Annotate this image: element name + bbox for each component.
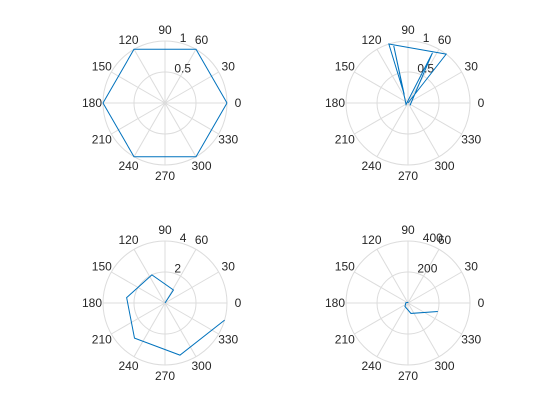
theta-tick-label: 90 — [401, 23, 415, 37]
theta-tick-label: 30 — [222, 60, 236, 74]
theta-tick-label: 150 — [335, 60, 355, 74]
theta-tick-label: 120 — [361, 233, 381, 247]
theta-tick-label: 180 — [325, 296, 345, 310]
theta-tick-label: 300 — [191, 159, 211, 173]
theta-tick-label: 300 — [434, 359, 454, 373]
theta-tick-label: 120 — [118, 233, 138, 247]
theta-tick-label: 90 — [158, 223, 172, 237]
r-tick-label: 200 — [417, 261, 437, 275]
theta-tick-label: 150 — [92, 260, 112, 274]
theta-tick-label: 270 — [398, 369, 418, 383]
theta-tick-label: 240 — [118, 359, 138, 373]
theta-tick-label: 210 — [92, 133, 112, 147]
theta-tick-label: 210 — [335, 133, 355, 147]
r-tick-label: 1 — [180, 31, 187, 45]
polar-subplot-1: 0 30 60 90 120 150 180 210 240 270 300 330 0.5 1 — [82, 23, 242, 183]
r-tick-label: 1 — [423, 31, 430, 45]
theta-tick-label: 0 — [478, 96, 485, 110]
theta-tick-label: 30 — [465, 260, 479, 274]
theta-tick-label: 330 — [218, 133, 238, 147]
theta-tick-label: 60 — [195, 33, 209, 47]
theta-tick-label: 330 — [461, 333, 481, 347]
theta-tick-label: 330 — [461, 133, 481, 147]
theta-tick-label: 300 — [191, 359, 211, 373]
theta-tick-label: 180 — [82, 296, 102, 310]
r-tick-label: 2 — [174, 261, 181, 275]
theta-tick-label: 270 — [155, 369, 175, 383]
theta-tick-label: 30 — [222, 260, 236, 274]
theta-tick-label: 270 — [155, 169, 175, 183]
theta-tick-label: 30 — [465, 60, 479, 74]
theta-tick-label: 150 — [92, 60, 112, 74]
theta-tick-label: 270 — [398, 169, 418, 183]
theta-tick-label: 90 — [158, 23, 172, 37]
theta-tick-label: 240 — [361, 359, 381, 373]
theta-tick-label: 90 — [401, 223, 415, 237]
r-tick-label: 0.5 — [174, 61, 191, 75]
theta-tick-label: 300 — [434, 159, 454, 173]
theta-tick-label: 120 — [118, 33, 138, 47]
theta-tick-label: 210 — [335, 333, 355, 347]
r-tick-label: 400 — [423, 231, 443, 245]
theta-tick-label: 0 — [235, 296, 242, 310]
polar-subplot-3: 0 30 60 90 120 150 180 210 240 270 300 330 2 4 — [82, 223, 242, 383]
theta-tick-label: 120 — [361, 33, 381, 47]
theta-tick-label: 210 — [92, 333, 112, 347]
theta-tick-label: 330 — [218, 333, 238, 347]
theta-tick-label: 240 — [118, 159, 138, 173]
theta-tick-label: 150 — [335, 260, 355, 274]
theta-tick-label: 0 — [235, 96, 242, 110]
theta-tick-label: 240 — [361, 159, 381, 173]
r-tick-label: 4 — [180, 231, 187, 245]
theta-tick-label: 0 — [478, 296, 485, 310]
theta-tick-label: 60 — [195, 233, 209, 247]
theta-tick-label: 60 — [438, 33, 452, 47]
theta-tick-label: 180 — [82, 96, 102, 110]
theta-tick-label: 180 — [325, 96, 345, 110]
